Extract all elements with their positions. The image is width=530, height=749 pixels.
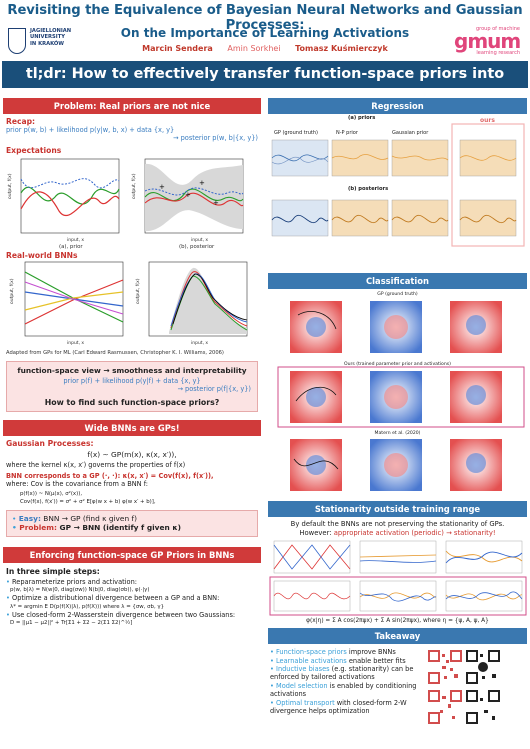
real-bnn-figure: output, f(x) input, x output, f(x) input… [9, 261, 248, 346]
svg-text:input, x: input, x [191, 237, 208, 243]
university-logo: JAGIELLONIAN UNIVERSITY IN KRAKÓW [8, 26, 78, 58]
bnn-label: BNN corresponds to a GP (·, ·): κ(x, x′)… [6, 472, 214, 481]
takeaway-item: • Inductive biases (e.g. stationarity) c… [270, 665, 414, 682]
easy-line: • Easy: BNN → GP (find κ given f) [12, 513, 138, 523]
fsv-prior: prior p(f) + likelihood p(y|f) + data {x… [63, 376, 201, 385]
step-1: • Reparameterize priors and activation: [6, 578, 137, 587]
takeaway-item: • Optimal transport with closed-form 2-W… [270, 698, 407, 716]
posteriors-label: (b) posteriors [348, 186, 389, 192]
three-steps-label: In three simple steps: [6, 567, 100, 577]
author-3: Tomasz Kuśmierczyk [295, 44, 388, 53]
stationarity-line2: However: appropriate activation (periodi… [299, 528, 496, 537]
bnn-where: where: Cov is the covariance from a BNN … [6, 480, 148, 489]
eq-2: Cov(f(x), f(x′)) = σ² + σ² E[φ(w x + b) … [20, 498, 156, 505]
wide-bnn-heading: Wide BNNs are GPs! [3, 419, 261, 436]
col-gauss: Gaussian prior [392, 130, 429, 136]
recap-line1: prior p(w, b) + likelihood p(y|w, b, x) … [6, 126, 175, 134]
eq-1: p(f(x)) ~ N(μ(x), σ²(x)), [20, 490, 83, 497]
gmum-logo: group of machine gmum learning research [454, 26, 521, 56]
real-bnn-label: Real-world BNNs [6, 250, 78, 260]
stationarity-figure [269, 540, 527, 616]
gp-formula: f(x) ∼ GP(m(x), κ(x, x′)), [87, 449, 177, 459]
svg-text:output, f(x): output, f(x) [7, 173, 13, 199]
col-ours: ours [480, 117, 495, 124]
svg-text:+: + [213, 199, 219, 207]
university-name: JAGIELLONIAN UNIVERSITY IN KRAKÓW [30, 28, 72, 47]
col-gp: GP (ground truth) [274, 130, 318, 136]
stationarity-formula: φ(x|η) = Σ A cos(2πψx) + Σ A sin(2πψx), … [306, 618, 489, 625]
classification-heading: Classification [268, 273, 527, 289]
step-3: • Use closed-form 2-Wasserstein divergen… [6, 610, 236, 619]
regression-plots [271, 123, 525, 247]
expectations-label: Expectations [6, 145, 62, 155]
classification-figure: GP (ground truth) Ours (trained paramete… [268, 289, 527, 495]
svg-text:input, x: input, x [67, 237, 84, 243]
fsv-posterior: → posterior p(f|{x, y}) [177, 385, 251, 394]
takeaway-list: • Function-space priors improve BNNs • L… [270, 648, 420, 715]
qr-code-github[interactable] [466, 690, 500, 725]
stationarity-line1: By default the BNNs are not preserving t… [290, 520, 505, 528]
regression-figure: (a) priors GP (ground truth) N-P prior G… [268, 114, 527, 249]
classification-plots [277, 301, 525, 491]
stationarity-heading: Stationarity outside training range [268, 501, 527, 517]
figure-source: Adapted from GPs for ML (Carl Edward Ras… [6, 349, 224, 356]
recap-label: Recap: [6, 117, 36, 126]
takeaway-item: • Learnable activations enable better fi… [270, 656, 406, 665]
enforcing-heading: Enforcing function-space GP Priors in BN… [3, 547, 261, 564]
caption-a: (a), prior [59, 244, 83, 250]
step-2-eq: λ* = argmin E D(p(f(X)|λ), p(f(X))) wher… [10, 603, 164, 610]
svg-text:+: + [199, 179, 205, 187]
gp-label: Gaussian Processes: [6, 438, 94, 448]
question: How to find such function-space priors? [44, 397, 220, 407]
step-3-eq: D = ||μ1 − μ2||² + Tr[Σ1 + Σ2 − 2(Σ1 Σ2)… [10, 620, 133, 627]
qr-code-paper[interactable] [428, 650, 462, 685]
takeaway-item: • Function-space priors improve BNNs [270, 648, 396, 657]
svg-text:output, f(x): output, f(x) [131, 173, 137, 199]
fsv-line: function-space view → smoothness and int… [17, 365, 247, 375]
expectation-plots: output, f(x) input, x (a), prior + + + + ou… [3, 155, 261, 251]
regression-heading: Regression [268, 98, 527, 114]
poster-title: Revisiting the Equivalence of Bayesian N… [7, 3, 523, 33]
step-2: • Optimize a distributional divergence b… [6, 594, 220, 603]
easy-problem-box: • Easy: BNN → GP (find κ given f) • Prob… [6, 509, 258, 538]
tldr-banner: tl;dr: How to effectively transfer funct… [2, 61, 528, 109]
svg-text:output, f(x): output, f(x) [135, 278, 141, 304]
gp-where: where the kernel κ(x, x′) governs the pr… [6, 460, 186, 469]
takeaway-section: • Function-space priors improve BNNs • L… [268, 644, 527, 736]
left-column: Problem: Real priors are not nice Recap:… [3, 98, 261, 627]
takeaway-item: • Model selection is enabled by conditio… [270, 681, 417, 699]
real-bnn-plots: output, f(x) input, x output, f(x) input… [3, 260, 261, 350]
problem-line: • Problem: GP → BNN (identify f given κ) [12, 523, 181, 533]
qr-code-code[interactable] [466, 650, 500, 685]
svg-text:+: + [185, 191, 191, 199]
matern-label: Matern et al. (2020) [374, 431, 421, 436]
author-list: Marcin Sendera Amin Sorkhei Tomasz Kuśmi… [60, 44, 470, 53]
step-1-eq: p(w, b|λ) = N(w|0, diag(σw)) N(b|0, diag… [10, 587, 150, 594]
qr-code-poster[interactable] [428, 690, 462, 725]
takeaway-heading: Takeaway [268, 628, 527, 645]
ours-label: Ours (trained parameter prior and activa… [344, 362, 451, 367]
svg-text:+: + [159, 183, 165, 191]
svg-text:input, x: input, x [191, 340, 208, 346]
recap-line2: → posterior p(w, b|{x, y}) [172, 134, 258, 143]
stationarity-plots [268, 537, 527, 617]
author-1: Marcin Sendera [142, 44, 213, 53]
poster-subtitle: On the Importance of Learning Activation… [120, 26, 410, 40]
problem-heading: Problem: Real priors are not nice [3, 98, 261, 114]
author-2: Amin Sorkhei [227, 44, 281, 53]
caption-b: (b), posterior [179, 244, 215, 250]
gt-label: GP (ground truth) [377, 292, 418, 297]
svg-text:output, f(x): output, f(x) [9, 278, 15, 304]
crest-icon [8, 28, 26, 54]
function-space-view-box: function-space view → smoothness and int… [6, 360, 258, 412]
priors-label: (a) priors [348, 115, 376, 121]
right-column: Regression (a) priors GP (ground truth) … [268, 98, 527, 736]
gp-prior-posterior-figure: output, f(x) input, x (a), prior + + + + ou… [7, 158, 244, 250]
col-np: N-P prior [336, 130, 358, 136]
svg-text:input, x: input, x [67, 340, 84, 346]
